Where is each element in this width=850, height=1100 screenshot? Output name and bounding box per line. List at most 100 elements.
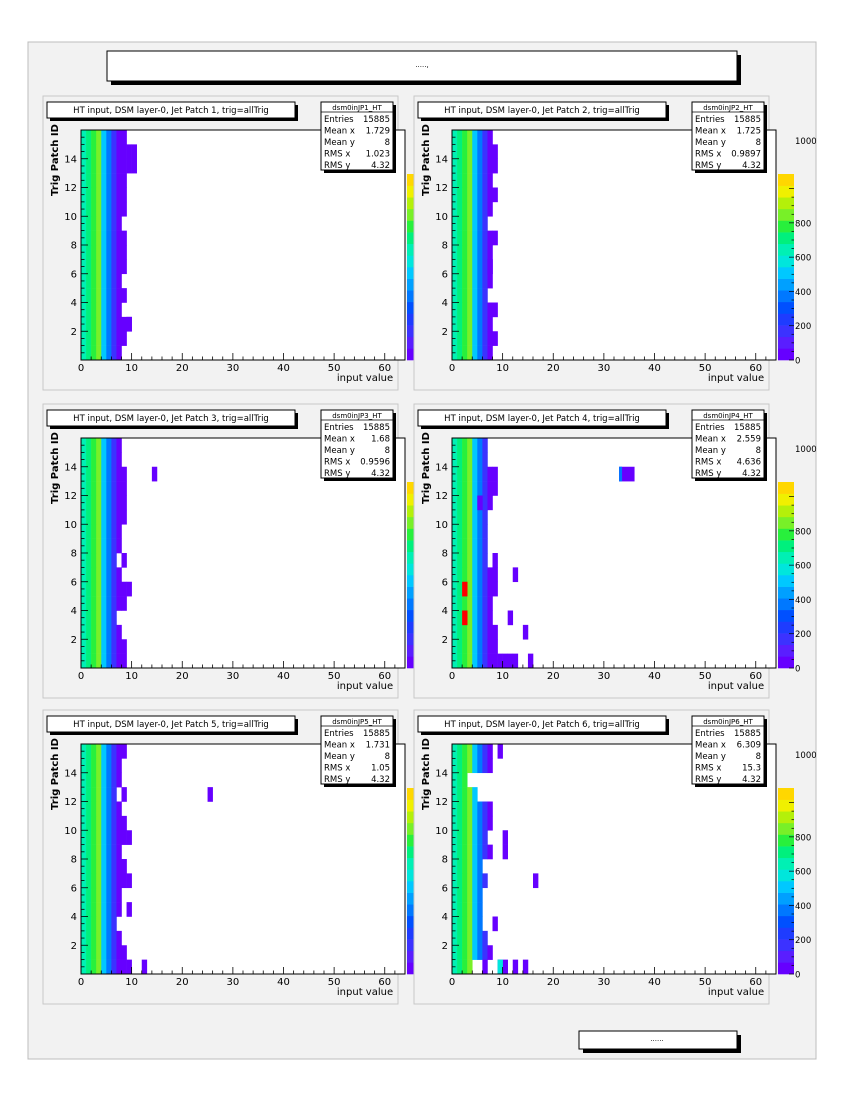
heatmap-cell <box>86 538 92 554</box>
heatmap-cell <box>111 509 117 525</box>
heatmap-cell <box>116 509 122 525</box>
heatmap-cell <box>116 201 122 217</box>
heatmap-cell <box>487 345 493 361</box>
heatmap-cell <box>106 553 112 568</box>
heatmap-cell <box>472 610 478 626</box>
heatmap-cell <box>116 844 122 860</box>
heatmap-cell <box>492 653 498 669</box>
heatmap-cell <box>462 230 468 246</box>
palette-swatch <box>778 220 794 233</box>
heatmap-cell <box>502 653 508 669</box>
heatmap-cell <box>111 873 117 889</box>
heatmap-cell <box>487 844 493 860</box>
heatmap-cell <box>121 187 127 203</box>
heatmap-cell <box>487 331 493 346</box>
heatmap-cell <box>106 859 112 874</box>
stats-value: 4.32 <box>742 469 761 479</box>
heatmap-cell <box>472 245 478 260</box>
heatmap-cell <box>482 758 488 774</box>
palette-swatch <box>778 336 794 349</box>
heatmap-cell <box>106 844 112 860</box>
heatmap-cell <box>96 772 102 788</box>
heatmap-cell <box>86 916 92 932</box>
heatmap-cell <box>91 144 97 160</box>
heatmap-cell-sparse <box>527 653 534 669</box>
heatmap-cell <box>111 859 117 874</box>
heatmap-cell-sparse <box>126 902 132 917</box>
heatmap-cell <box>462 345 468 361</box>
heatmap-cell <box>91 815 97 831</box>
z-tick-label: 1000 <box>795 445 817 455</box>
x-tick-label: 50 <box>699 977 712 988</box>
heatmap-cell <box>482 873 488 889</box>
y-axis-label: Trig Patch ID <box>50 738 61 810</box>
heatmap-cell <box>477 438 483 453</box>
heatmap-cell <box>472 567 478 583</box>
z-tick-label: 600 <box>795 868 811 878</box>
stats-name: dsm0inJP6_HT <box>703 718 753 726</box>
heatmap-cell <box>91 273 97 289</box>
palette-swatch <box>778 869 794 882</box>
heatmap-cell <box>467 331 473 346</box>
heatmap-cell <box>121 173 127 188</box>
y-tick-label: 6 <box>71 883 77 894</box>
histogram-title-box: HT input, DSM layer-0, Jet Patch 4, trig… <box>417 409 669 429</box>
y-tick-label: 10 <box>64 212 77 223</box>
heatmap-cell <box>116 158 122 174</box>
heatmap-cell <box>462 844 468 860</box>
heatmap-cell <box>462 158 468 174</box>
heatmap-cell <box>86 624 92 640</box>
heatmap-cell <box>497 653 503 669</box>
heatmap-cell <box>106 509 112 525</box>
y-axis-label: Trig Patch ID <box>421 738 432 810</box>
stats-key: Mean y <box>324 752 355 762</box>
heatmap-cell <box>482 509 488 525</box>
heatmap-cell <box>492 581 498 597</box>
heatmap-cell <box>111 144 117 160</box>
heatmap-cell <box>477 509 483 525</box>
heatmap-cell <box>86 801 92 817</box>
heatmap-cell <box>457 144 463 160</box>
y-tick-label: 12 <box>435 491 448 502</box>
heatmap-cell <box>482 538 488 554</box>
heatmap-cell <box>91 758 97 774</box>
heatmap-cell <box>472 316 478 332</box>
z-tick-label: 0 <box>795 665 800 675</box>
heatmap-cell-bright <box>497 959 503 975</box>
heatmap-cell <box>91 538 97 554</box>
heatmap-cell <box>457 801 463 817</box>
heatmap-cell <box>472 581 478 597</box>
z-tick-label: 1000 <box>795 751 817 761</box>
heatmap-cell <box>91 187 97 203</box>
heatmap-cell <box>457 653 463 669</box>
heatmap-cell <box>91 466 97 482</box>
y-tick-label: 12 <box>435 183 448 194</box>
heatmap-cell <box>116 758 122 774</box>
heatmap-cell <box>86 245 92 260</box>
title-box <box>417 101 667 119</box>
heatmap-cell-sparse <box>121 787 127 802</box>
heatmap-cell <box>101 245 107 260</box>
footer-text: ...... <box>650 1035 663 1043</box>
palette-swatch <box>778 325 794 338</box>
heatmap-cell <box>121 509 127 525</box>
heatmap-cell <box>482 259 488 275</box>
stats-key: Entries <box>695 423 725 433</box>
heatmap-cell <box>86 316 92 332</box>
heatmap-cell <box>111 945 117 960</box>
heatmap-cell <box>96 596 102 611</box>
palette-swatch <box>778 290 794 303</box>
stats-value: 6.309 <box>737 741 761 751</box>
stats-value: 4.636 <box>737 458 761 468</box>
heatmap-cell <box>457 916 463 932</box>
y-tick-label: 2 <box>442 635 448 646</box>
heatmap-cell-edge <box>619 466 623 482</box>
heatmap-cell-sparse <box>126 581 132 597</box>
heatmap-cell <box>111 902 117 917</box>
heatmap-cell <box>106 481 112 496</box>
heatmap-cell <box>86 302 92 318</box>
x-axis-label: input value <box>708 987 764 998</box>
stats-key: RMS x <box>324 150 350 160</box>
